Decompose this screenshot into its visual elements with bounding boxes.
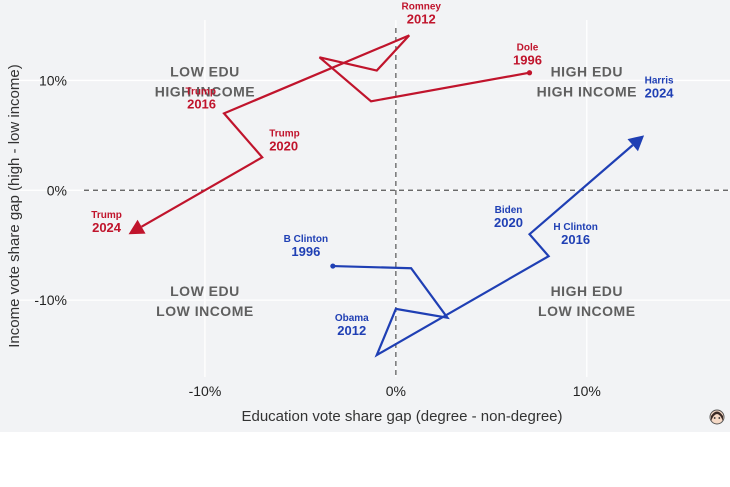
point-labels: Dole1996Romney2012Trump2016Trump2020Trum… xyxy=(91,1,674,338)
y-tick-label: 10% xyxy=(39,72,67,88)
democratic-point-name: Obama xyxy=(335,313,369,324)
democratic-series-line xyxy=(332,144,634,358)
tick-labels: -10% 0% 10% 10% 0% -10% xyxy=(34,72,601,399)
democratic-point-year: 2012 xyxy=(337,323,366,338)
republican-point-name: Trump xyxy=(185,86,216,97)
republican-point-year: 2020 xyxy=(269,138,298,153)
quadrant-label-tr: HIGH INCOME xyxy=(537,83,637,99)
republican-start-point xyxy=(526,70,533,76)
republican-point-year: 2016 xyxy=(187,96,216,111)
x-tick-label: 10% xyxy=(573,383,601,399)
quadrant-label-tl: LOW EDU xyxy=(170,63,240,79)
y-axis-title: Income vote share gap (high - low income… xyxy=(6,64,23,347)
x-axis-title: Education vote share gap (degree - non-d… xyxy=(241,408,562,425)
x-tick-label: 0% xyxy=(386,383,406,399)
republican-point-year: 2012 xyxy=(407,11,436,26)
y-tick-label: -10% xyxy=(34,292,67,308)
democratic-point-year: 2024 xyxy=(645,85,675,100)
chart-svg: LOW EDU HIGH INCOME HIGH EDU HIGH INCOME LOW… xyxy=(6,1,730,425)
quadrant-label-br: LOW INCOME xyxy=(538,303,636,319)
series xyxy=(128,34,645,358)
republican-arrowhead xyxy=(128,219,146,235)
quadrant-label-bl: LOW INCOME xyxy=(156,303,254,319)
republican-series-line xyxy=(141,34,530,228)
democratic-point-name: B Clinton xyxy=(284,234,328,245)
democratic-point-year: 2020 xyxy=(494,215,523,230)
republican-point-year: 1996 xyxy=(513,53,542,68)
republican-point-name: Dole xyxy=(517,43,539,54)
republican-point-name: Romney xyxy=(402,1,442,12)
democratic-point-year: 1996 xyxy=(291,244,320,259)
republican-point-name: Trump xyxy=(269,128,300,139)
republican-point-name: Trump xyxy=(91,210,122,221)
avatar-icon xyxy=(709,409,725,425)
quadrant-labels: LOW EDU HIGH INCOME HIGH EDU HIGH INCOME LOW… xyxy=(155,63,637,319)
quadrant-label-tl: HIGH INCOME xyxy=(155,83,255,99)
quadrant-label-tr: HIGH EDU xyxy=(551,63,623,79)
chart-card: LOW EDU HIGH INCOME HIGH EDU HIGH INCOME LOW… xyxy=(0,0,730,432)
democratic-point-name: Harris xyxy=(645,75,674,86)
quadrant-label-br: HIGH EDU xyxy=(551,283,623,299)
y-tick-label: 0% xyxy=(47,182,67,198)
democratic-start-point xyxy=(330,263,336,269)
democratic-point-name: H Clinton xyxy=(553,222,597,233)
republican-point-year: 2024 xyxy=(92,220,122,235)
democratic-point-name: Biden xyxy=(495,205,523,216)
reference-lines xyxy=(84,28,730,377)
x-tick-label: -10% xyxy=(189,383,222,399)
democratic-point-year: 2016 xyxy=(561,232,590,247)
democratic-arrowhead xyxy=(627,135,645,152)
quadrant-label-bl: LOW EDU xyxy=(170,283,240,299)
